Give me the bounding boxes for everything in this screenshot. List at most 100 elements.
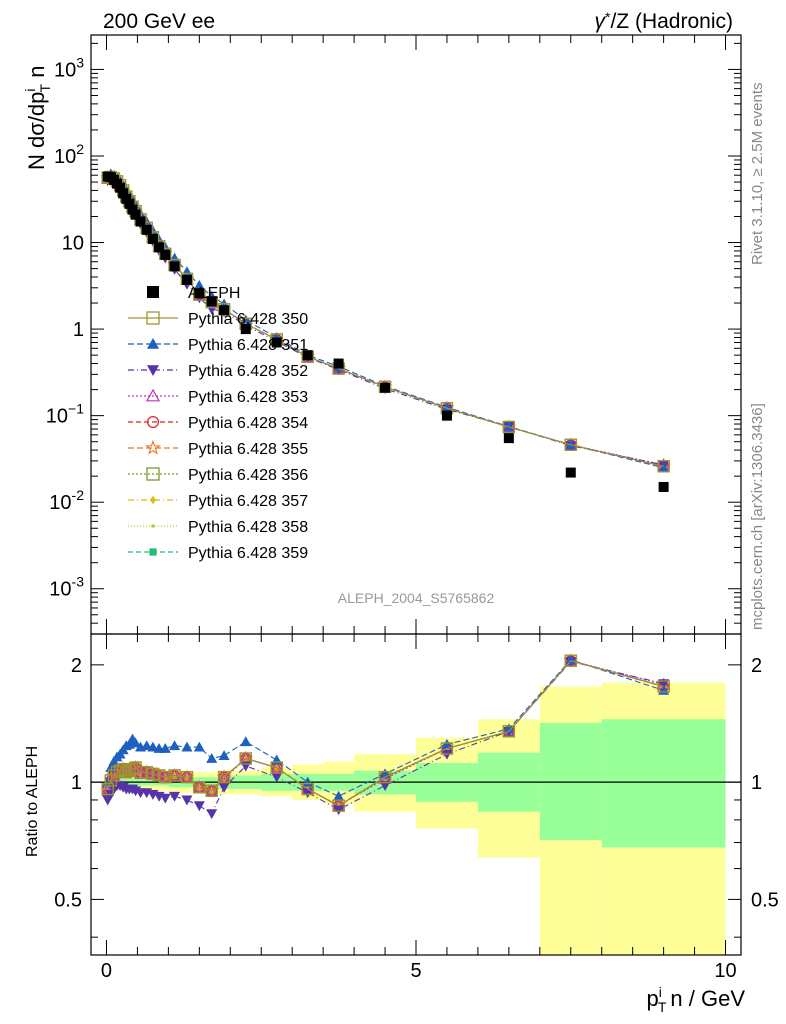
legend-label: Pythia 6.428 356 [188, 467, 308, 484]
right-title: γ*/Z (Hadronic) [595, 9, 733, 33]
ratio-series-point [503, 723, 515, 734]
ratio-series-point [117, 762, 130, 776]
legend-label: Pythia 6.428 351 [188, 337, 308, 354]
ratio-series-point [240, 736, 252, 747]
ratio-series-point [332, 799, 345, 812]
data-point [115, 182, 126, 193]
legend-label: Pythia 6.428 354 [188, 415, 308, 432]
main-y-label-sup: i [22, 88, 38, 91]
data-point [160, 249, 171, 260]
legend-marker [150, 495, 156, 505]
ratio-series-point [379, 781, 391, 792]
right-title-star: * [605, 9, 611, 25]
ratio-series-3 [102, 657, 670, 820]
main-y-tick-label: 103 [54, 54, 84, 81]
ratio-series-point [564, 654, 577, 667]
ratio-y-label: Ratio to ALEPH [24, 746, 41, 857]
main-y-tick-label: 1 [73, 319, 84, 341]
x-axis-label-rest: n / GeV [670, 986, 745, 1011]
main-series-point [193, 279, 205, 290]
main-y-tick-base: 10 [54, 146, 76, 168]
legend-marker [151, 524, 155, 528]
main-series-data [102, 171, 669, 492]
main-series-point [502, 420, 516, 434]
data-point [194, 288, 205, 299]
main-y-tick-base: 10 [62, 233, 84, 255]
ratio-series-point [130, 737, 142, 748]
ratio-series-point [126, 762, 139, 776]
ratio-series-point [218, 782, 230, 793]
x-axis-label-p: p [646, 986, 658, 1011]
ratio-uncertainty-bands [91, 682, 741, 955]
ratio-series-point [333, 805, 345, 816]
rivet-label: Rivet 3.1.10, ≥ 2.5M events [749, 83, 766, 266]
legend-marker [149, 548, 157, 556]
main-y-tick-base: 1 [73, 319, 84, 341]
data-point [503, 433, 514, 444]
main-y-tick-exp: 3 [76, 54, 84, 70]
main-y-tick-base: 10 [54, 59, 76, 81]
ratio-series-point [378, 770, 392, 784]
right-title-rest: /Z (Hadronic) [610, 10, 733, 33]
right-title-gamma: γ [595, 10, 607, 33]
data-point [127, 204, 138, 215]
ratio-series-point [120, 766, 133, 779]
legend-marker [145, 439, 161, 455]
ratio-y-tick-label-left: 1 [71, 772, 82, 794]
legend-label: Pythia 6.428 359 [188, 545, 308, 562]
legend-label: Pythia 6.428 350 [188, 311, 308, 328]
x-axis-label-sup: i [659, 984, 662, 1000]
inner-band-bin [601, 719, 726, 848]
ratio-series-point [141, 740, 153, 751]
legend-label: Pythia 6.428 357 [188, 493, 308, 510]
ratio-series-point [206, 752, 218, 763]
ratio-series-point [140, 766, 153, 779]
data-point [333, 358, 344, 369]
data-point [206, 296, 217, 307]
legend-entry: Pythia 6.428 359 [128, 545, 308, 562]
legend-entry: Pythia 6.428 357 [128, 493, 308, 510]
ratio-series-point [193, 781, 206, 794]
main-y-tick-label: 102 [54, 141, 84, 168]
main-series-point [657, 460, 670, 473]
main-series-point [503, 420, 515, 431]
ratio-plot [100, 652, 671, 820]
legend-marker [147, 416, 160, 429]
ratio-series-point [134, 766, 147, 779]
x-tick-label: 10 [714, 960, 736, 982]
ratio-series-point [271, 754, 283, 765]
legend-marker [145, 388, 161, 402]
analysis-watermark: ALEPH_2004_S5765862 [338, 590, 495, 606]
ratio-series-point [658, 679, 670, 690]
ratio-series-1 [101, 654, 670, 812]
ratio-series-point [217, 770, 231, 784]
ratio-series-point [159, 770, 172, 784]
ratio-series-point [180, 770, 194, 784]
ratio-y-tick-label-left: 0.5 [54, 889, 82, 911]
ratio-series-point [193, 741, 205, 752]
ratio-series-point [147, 741, 159, 752]
ratio-series-point [169, 740, 181, 751]
main-y-label-post: n [24, 66, 49, 84]
main-y-tick-base: 10 [46, 406, 68, 428]
main-y-tick-label: 10−1 [46, 401, 84, 428]
legend-entry: Pythia 6.428 351 [128, 337, 308, 354]
ratio-series-point [205, 784, 218, 797]
main-y-tick-exp: −1 [68, 401, 84, 417]
legend-label: Pythia 6.428 358 [188, 519, 308, 536]
ratio-series-point [271, 772, 283, 783]
ratio-series-point [502, 725, 516, 738]
ratio-series-point [657, 680, 670, 693]
legend-entry: Pythia 6.428 350 [128, 311, 308, 328]
legend-marker [146, 467, 160, 481]
data-point [121, 193, 132, 204]
ratio-series-point [192, 780, 206, 793]
legend-entry: Pythia 6.428 356 [128, 467, 308, 484]
main-series-line [107, 179, 664, 466]
ratio-series-point [301, 782, 314, 796]
data-point [219, 305, 230, 316]
ratio-series-point [107, 769, 121, 782]
